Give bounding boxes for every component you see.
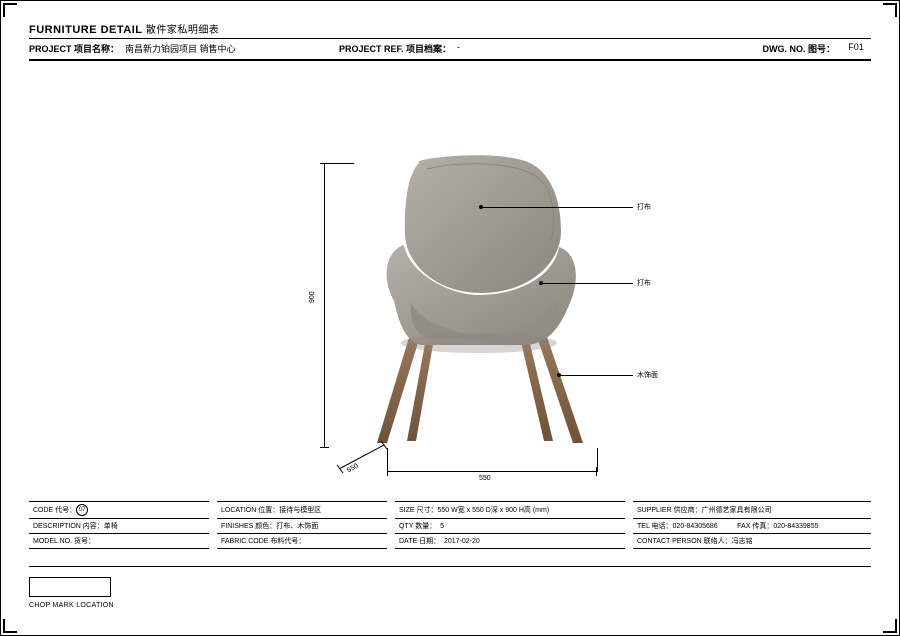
dim-vertical-value: 900 <box>309 291 316 303</box>
ref-value: - <box>457 42 460 55</box>
dim-horizontal-line <box>387 471 597 472</box>
desc-cell: DESCRIPTION 内容：单椅 <box>29 519 209 534</box>
dim-depth <box>329 439 399 479</box>
crop-mark-tl <box>3 3 17 17</box>
sheet-title: FURNITURE DETAIL 散件家私明细表 <box>29 21 871 38</box>
drawing-sheet: FURNITURE DETAIL 散件家私明细表 PROJECT 项目名称： 南… <box>0 0 900 636</box>
rule-bottom <box>29 566 871 568</box>
supplier-cell: SUPPLIER 供应商：广州德艺家具有限公司 <box>633 502 871 519</box>
fabric-cell: FABRIC CODE 布料代号： <box>217 534 387 549</box>
callout-backrest: 打布 <box>637 202 651 212</box>
date-cell: DATE 日期： 2017-02-20 <box>395 534 625 549</box>
dwg-value: F01 <box>841 42 871 55</box>
ext-line <box>597 448 598 472</box>
project-row: PROJECT 项目名称： 南昌新力铂园项目 销售中心 PROJECT REF.… <box>29 39 871 57</box>
location-cell: LOCATION 位置：接待与模型区 <box>217 502 387 519</box>
project-label: PROJECT 项目名称： <box>29 42 119 55</box>
dim-vertical-line <box>324 163 325 448</box>
project-value: 南昌新力铂园项目 销售中心 <box>125 42 236 55</box>
detail-table: CODE 代号：07 LOCATION 位置：接待与模型区 SIZE 尺寸：55… <box>29 501 871 549</box>
ext-line <box>324 163 354 164</box>
chop-mark-box <box>29 577 111 597</box>
leader-line <box>543 283 633 284</box>
chair-illustration <box>349 153 604 448</box>
callout-legs: 木饰面 <box>637 370 658 380</box>
rule-thick <box>29 59 871 61</box>
qty-cell: QTY 数量： 5 <box>395 519 625 534</box>
ref-label: PROJECT REF. 项目档案： <box>339 42 451 55</box>
title-en: FURNITURE DETAIL <box>29 24 142 36</box>
content-frame: FURNITURE DETAIL 散件家私明细表 PROJECT 项目名称： 南… <box>29 21 871 609</box>
drawing-area: 900 550 550 打布 打布 <box>29 63 871 491</box>
chop-mark-label: CHOP MARK LOCATION <box>29 602 114 609</box>
crop-mark-tr <box>883 3 897 17</box>
leader-line <box>483 207 633 208</box>
leader-line <box>561 375 633 376</box>
title-cn: 散件家私明细表 <box>146 25 220 36</box>
size-cell: SIZE 尺寸：550 W宽 x 550 D深 x 900 H高 (mm) <box>395 502 625 519</box>
contact-cell: CONTACT PERSON 联络人：冯志铭 <box>633 534 871 549</box>
callout-seat: 打布 <box>637 278 651 288</box>
code-cell: CODE 代号：07 <box>29 502 209 519</box>
crop-mark-br <box>883 619 897 633</box>
model-cell: MODEL NO. 货号： <box>29 534 209 549</box>
dim-horizontal-value: 550 <box>479 475 491 482</box>
detail-block: CODE 代号：07 LOCATION 位置：接待与模型区 SIZE 尺寸：55… <box>29 501 871 549</box>
crop-mark-bl <box>3 619 17 633</box>
finishes-cell: FINISHES 颜色：打布、木饰面 <box>217 519 387 534</box>
dwg-label: DWG. NO. 图号： <box>763 42 836 55</box>
tel-fax-cell: TEL 电话：020-84305686 FAX 传真：020-84339855 <box>633 519 871 534</box>
